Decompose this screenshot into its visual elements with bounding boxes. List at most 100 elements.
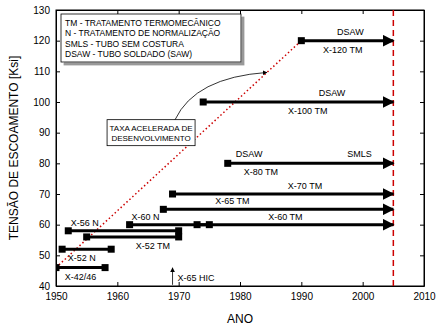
notes-frame xyxy=(61,14,241,62)
x-tick-mark xyxy=(179,10,180,14)
y-tick: 90 xyxy=(39,127,60,138)
y-tick: 110 xyxy=(34,66,60,77)
y-tick-label: 100 xyxy=(33,97,50,108)
y-tick: 130 xyxy=(33,5,60,16)
y-tick-mark xyxy=(56,225,60,226)
x-tick-mark xyxy=(301,10,302,14)
x-tick-mark xyxy=(240,10,241,14)
y-tick: 100 xyxy=(33,97,60,108)
x-tick: 1990 xyxy=(291,282,314,302)
range-start xyxy=(126,221,133,228)
notes-box: TM - TRATAMENTO TERMOMECÂNICON - TRATAME… xyxy=(61,14,241,62)
x-tick-label: 1970 xyxy=(168,291,191,302)
y-tick: 80 xyxy=(39,158,60,169)
x-tick-top xyxy=(301,10,302,14)
y-tick-label: 90 xyxy=(39,127,51,138)
range-series xyxy=(169,191,393,198)
y-tick-mark xyxy=(56,194,60,195)
range-series xyxy=(298,37,394,44)
x-tick-label: 1960 xyxy=(107,291,130,302)
range-start xyxy=(83,233,90,240)
x-tick-mark xyxy=(117,10,118,14)
x-tick: 1980 xyxy=(229,282,252,302)
y-tick-mark xyxy=(420,225,424,226)
x-tick-top xyxy=(117,10,118,14)
range-bar xyxy=(87,235,179,238)
callout-box xyxy=(107,120,195,146)
y-tick-label: 120 xyxy=(33,35,50,46)
x-tick: 1960 xyxy=(107,282,130,302)
y-tick-mark xyxy=(420,133,424,134)
y-tick-mark xyxy=(56,71,60,72)
reference-line xyxy=(393,10,395,286)
series-label: X-56 N xyxy=(71,218,99,228)
y-tick-mark xyxy=(56,286,60,287)
x-tick-mark xyxy=(301,282,302,286)
y-tick-right xyxy=(420,225,424,226)
range-start xyxy=(194,221,201,228)
y-tick-right xyxy=(420,71,424,72)
range-bar xyxy=(203,101,393,104)
range-series xyxy=(224,160,393,167)
range-start xyxy=(160,206,167,213)
chart: 1950196019701980199020002010405060708090… xyxy=(0,0,446,331)
range-series xyxy=(83,233,182,240)
series-label: X-60 TM xyxy=(268,212,302,222)
y-tick-mark xyxy=(420,163,424,164)
y-tick-mark xyxy=(420,194,424,195)
y-tick-right xyxy=(420,286,424,287)
y-tick-label: 80 xyxy=(39,158,51,169)
range-bar xyxy=(56,266,105,269)
y-tick-right xyxy=(420,102,424,103)
annotation: DSAW xyxy=(337,27,364,37)
x-tick-label: 1950 xyxy=(45,291,68,302)
range-bar xyxy=(173,193,394,196)
series-labels: X-42/46X-52 NX-52 TMX-56 NX-60 NX-60 TMX… xyxy=(65,45,363,282)
series-label: X-42/46 xyxy=(65,272,97,282)
series-label: X-65 TM xyxy=(215,196,249,206)
range-end xyxy=(175,233,182,240)
range-bar xyxy=(68,229,178,232)
y-axis-right-line xyxy=(424,11,425,287)
y-tick: 60 xyxy=(39,219,60,230)
y-tick-mark xyxy=(56,255,60,256)
y-tick: 70 xyxy=(39,189,60,200)
series-label: X-60 N xyxy=(132,212,160,222)
callout-text: DESENVOLVIMENTO xyxy=(111,134,190,143)
series-label: X-52 N xyxy=(68,253,96,263)
y-tick-label: 50 xyxy=(39,250,51,261)
range-bar xyxy=(197,223,393,226)
y-axis-right xyxy=(420,11,425,287)
x-tick-label: 1990 xyxy=(291,291,314,302)
x-tick-label: 1980 xyxy=(229,291,252,302)
callout-arrow xyxy=(175,72,267,119)
y-tick-mark xyxy=(56,10,60,11)
x-tick-top xyxy=(363,10,364,14)
y-tick: 50 xyxy=(39,250,60,261)
range-bar xyxy=(163,208,393,211)
y-tick: 120 xyxy=(33,35,60,46)
x-tick-mark xyxy=(240,282,241,286)
y-tick-mark xyxy=(420,41,424,42)
trend-line xyxy=(56,41,301,268)
y-tick-mark xyxy=(56,133,60,134)
marks xyxy=(56,10,393,286)
annotation: DSAW xyxy=(319,88,346,98)
range-series xyxy=(194,221,394,228)
annotation: X-65 HIC xyxy=(178,273,216,283)
y-tick-right xyxy=(420,255,424,256)
y-tick-right xyxy=(420,10,424,11)
callout: TAXA ACELERADA DEDESENVOLVIMENTO xyxy=(107,72,267,145)
range-bar xyxy=(301,39,393,42)
x-axis-line xyxy=(57,286,425,287)
y-axis-line xyxy=(56,11,57,287)
y-axis: 405060708090100110120130 xyxy=(33,5,60,292)
y-tick-mark xyxy=(420,10,424,11)
series-label: X-80 TM xyxy=(244,167,278,177)
x-tick-label: 2000 xyxy=(352,291,375,302)
y-tick-mark xyxy=(420,71,424,72)
range-start xyxy=(200,99,207,106)
range-start xyxy=(224,160,231,167)
note-text: DSAW - TUBO SOLDADO (SAW) xyxy=(65,49,192,59)
range-end xyxy=(108,246,115,253)
